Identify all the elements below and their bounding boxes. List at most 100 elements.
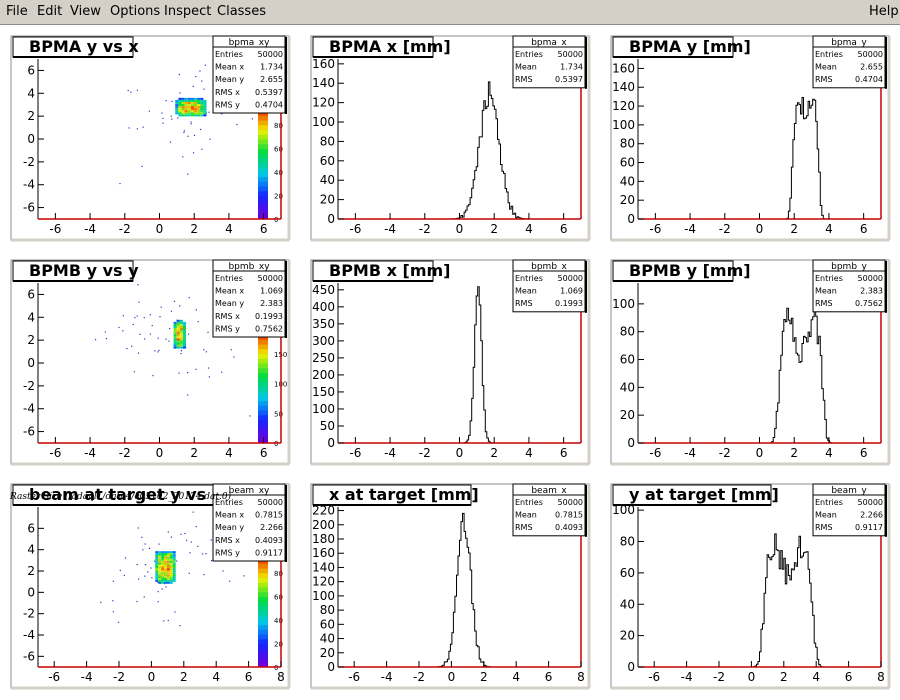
heatmap-cell xyxy=(166,551,170,554)
menu-options[interactable]: Options xyxy=(110,4,161,19)
stats-label: Entries xyxy=(515,50,543,59)
heatmap-cell xyxy=(184,99,188,102)
scatter-point xyxy=(193,134,196,137)
scatter-point xyxy=(128,127,130,129)
heatmap-cell xyxy=(173,340,177,343)
color-scale-segment xyxy=(258,395,268,402)
heatmap-cell xyxy=(158,570,162,573)
stats-label: RMS y xyxy=(215,324,240,333)
heatmap-cell xyxy=(181,97,185,100)
menu-classes[interactable]: Classes xyxy=(217,4,266,19)
scatter-point xyxy=(201,80,203,82)
scatter-point xyxy=(170,310,173,312)
stats-box xyxy=(812,483,886,537)
scatter-point xyxy=(222,570,224,572)
y-tick-label: 0 xyxy=(27,585,35,599)
heatmap-cell xyxy=(181,112,185,115)
menu-file[interactable]: File xyxy=(6,4,28,19)
heatmap-cell xyxy=(155,564,159,567)
stats-name: beam_x xyxy=(531,486,567,496)
heatmap-cell xyxy=(197,106,201,109)
heatmap-cell xyxy=(166,553,170,555)
scatter-point xyxy=(195,368,197,370)
heatmap-cell xyxy=(172,579,176,582)
plot-title: BPMA y vs x xyxy=(29,37,139,56)
heatmap-cell xyxy=(190,101,194,105)
heatmap-cell xyxy=(182,334,187,337)
y-tick-label: 60 xyxy=(320,154,335,168)
heatmap-cell xyxy=(200,106,204,109)
color-scale-segment xyxy=(258,148,268,154)
heatmap-cell xyxy=(179,340,183,343)
menu-edit[interactable]: Edit xyxy=(37,4,63,19)
scatter-point xyxy=(104,331,107,333)
scatter-point xyxy=(173,300,176,302)
scatter-point xyxy=(159,316,161,318)
menu-help[interactable]: Help xyxy=(869,4,899,19)
heatmap-cell xyxy=(184,97,188,100)
stats-label: RMS x xyxy=(215,312,240,321)
color-scale-segment xyxy=(258,138,268,145)
scatter-point xyxy=(131,345,133,347)
stats-label: RMS x xyxy=(215,88,240,97)
stats-box xyxy=(512,259,586,313)
color-scale-segment xyxy=(258,190,268,196)
color-scale-segment xyxy=(258,638,268,644)
heatmap-cell xyxy=(179,330,183,333)
stats-value: 2.383 xyxy=(260,299,283,308)
scatter-point xyxy=(180,352,182,355)
x-tick-label: -4 xyxy=(384,222,396,236)
stats-value: 50000 xyxy=(858,498,883,507)
x-tick-label: 0 xyxy=(456,446,464,460)
scatter-point xyxy=(205,553,207,555)
color-scale-segment xyxy=(258,414,268,420)
menu-view[interactable]: View xyxy=(70,4,101,19)
scatter-point xyxy=(136,564,138,566)
heatmap-cell xyxy=(178,108,182,111)
color-scale-segment xyxy=(258,400,268,406)
scatter-point xyxy=(167,619,169,622)
heatmap-cell xyxy=(178,101,182,105)
menu-inspect[interactable]: Inspect xyxy=(164,4,212,19)
heatmap-cell xyxy=(190,104,194,107)
stats-label: RMS y xyxy=(215,100,240,109)
color-scale-segment xyxy=(258,195,268,201)
x-tick-label: 2 xyxy=(190,222,198,236)
y-tick-label: 100 xyxy=(312,402,335,416)
stats-value: 50000 xyxy=(558,498,583,507)
scatter-point xyxy=(130,91,132,93)
z-tick-label: 0 xyxy=(274,664,278,672)
y-tick-label: 40 xyxy=(620,597,635,611)
heatmap-cell xyxy=(173,332,177,335)
scatter-point xyxy=(197,321,199,323)
heatmap-cell xyxy=(164,560,167,563)
x-tick-label: 4 xyxy=(525,222,533,236)
heatmap-cell xyxy=(176,346,180,349)
color-scale-segment xyxy=(258,405,268,411)
heatmap-cell xyxy=(203,112,207,115)
scatter-point xyxy=(124,557,127,559)
y-tick-label: 40 xyxy=(320,173,335,187)
scatter-point xyxy=(204,64,206,66)
heatmap-cell xyxy=(175,108,179,111)
heatmap-cell xyxy=(182,332,187,335)
root-canvas[interactable]: 0 20 40 60 80 -6 -4 -2 0 2 4 6 -6 -4 -2 0 2 4 6 BPMA y vs x… xyxy=(0,26,900,700)
heatmap-cell xyxy=(187,108,191,111)
x-tick-label: -6 xyxy=(49,222,61,236)
heatmap-cell xyxy=(184,108,188,111)
stats-value: 1.734 xyxy=(260,63,283,72)
stats-label: Entries xyxy=(215,498,243,507)
heatmap-cell xyxy=(166,570,170,573)
scatter-point xyxy=(171,118,173,120)
stats-value: 0.9117 xyxy=(255,548,283,557)
heatmap-cell xyxy=(182,330,187,333)
x-tick-label: -2 xyxy=(119,222,131,236)
heatmap-cell xyxy=(182,338,187,341)
scatter-point xyxy=(149,333,152,335)
x-tick-label: 0 xyxy=(156,222,164,236)
heatmap-cell xyxy=(187,110,191,113)
stats-name: bpmb_xy xyxy=(228,262,270,272)
heatmap-cell xyxy=(182,340,187,343)
y-tick-label: 250 xyxy=(312,351,335,365)
